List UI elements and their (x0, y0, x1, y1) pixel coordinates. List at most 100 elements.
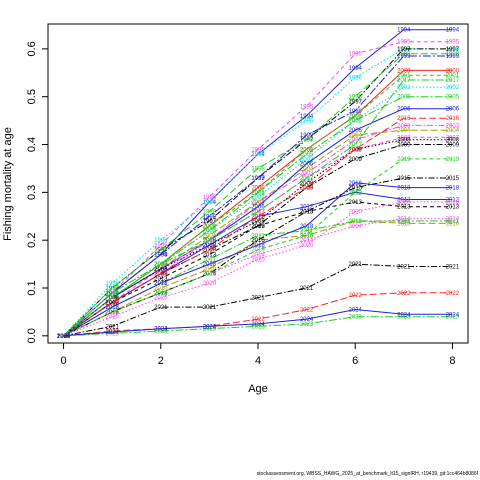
point-label: 2014 (397, 217, 411, 223)
series-2007: 2007 2007 2007 2007 2007 2007 2007 2007 2007 (57, 135, 460, 339)
point-label: 2011 (397, 219, 411, 225)
point-label: 2012 (203, 243, 217, 249)
point-label: 2008 (397, 138, 411, 144)
point-label: 2007 (251, 210, 265, 216)
point-label: 2019 (57, 334, 71, 340)
point-label: 2016 (57, 334, 71, 340)
series-line (63, 308, 453, 337)
point-label: 2012 (300, 205, 314, 211)
point-label: 2013 (349, 200, 363, 206)
point-label: 2013 (57, 334, 71, 340)
point-label: 2022 (349, 293, 363, 299)
point-label: 2021 (203, 305, 217, 311)
point-label: 1996 (57, 334, 71, 340)
point-label: 2009 (154, 272, 168, 278)
point-label: 2014 (251, 253, 265, 259)
point-label: 2023 (203, 327, 217, 333)
point-label: 1997 (446, 47, 460, 53)
series-2019: 2019 2019 2019 2019 2019 2019 2019 2019 2019 (57, 157, 460, 340)
point-label: 2013 (251, 224, 265, 230)
point-label: 2011 (57, 334, 71, 340)
point-label: 2012 (106, 300, 120, 306)
point-label: 2011 (106, 305, 120, 311)
point-label: 2021 (397, 265, 411, 271)
point-label: 2001 (106, 296, 120, 302)
point-label: 2018 (446, 186, 460, 192)
point-label: 2022 (251, 317, 265, 323)
point-label: 1995 (446, 40, 460, 46)
point-label: 2012 (154, 272, 168, 278)
point-label: 1994 (106, 291, 120, 297)
point-label: 2008 (349, 147, 363, 153)
point-label: 2015 (57, 334, 71, 340)
point-label: 2011 (300, 229, 314, 235)
point-label: 2024 (397, 312, 411, 318)
point-label: 2002 (251, 195, 265, 201)
point-label: 2002 (57, 334, 71, 340)
point-label: 2024 (251, 322, 265, 328)
point-label: 2014 (106, 310, 120, 316)
series-line (63, 263, 453, 337)
point-label: 2010 (203, 267, 217, 273)
point-label: 2000 (154, 262, 168, 268)
point-label: 2015 (300, 210, 314, 216)
point-label: 2023 (446, 315, 460, 321)
point-label: 2007 (57, 334, 71, 340)
point-label: 2018 (300, 224, 314, 230)
point-label: 2003 (300, 171, 314, 177)
point-label: 2020 (203, 281, 217, 287)
point-label: 2022 (446, 291, 460, 297)
series-2020: 2020 2020 2020 2020 2020 2020 2020 2020 2020 (57, 200, 460, 340)
point-label: 2019 (251, 248, 265, 254)
point-label: 1997 (154, 248, 168, 254)
x-tick-label: 6 (352, 355, 358, 367)
point-label: 2004 (203, 233, 217, 239)
point-label: 1995 (203, 195, 217, 201)
point-label: 2009 (57, 334, 71, 340)
point-label: 1999 (300, 133, 314, 139)
point-label: 2022 (300, 308, 314, 314)
point-label: 2024 (154, 327, 168, 333)
point-label: 2004 (57, 334, 71, 340)
point-label: 2001 (349, 114, 363, 120)
point-label: 2009 (106, 300, 120, 306)
point-label: 2013 (154, 276, 168, 282)
point-label: 1998 (397, 52, 411, 58)
point-label: 2005 (154, 262, 168, 268)
y-tick-label: 0.4 (26, 137, 38, 152)
point-label: 2016 (106, 300, 120, 306)
x-tick-label: 2 (158, 355, 164, 367)
point-label: 2014 (300, 238, 314, 244)
point-label: 2020 (349, 210, 363, 216)
point-label: 1997 (300, 138, 314, 144)
series-1997: 1997 1997 1997 1997 1997 1997 1997 1997 1997 (57, 47, 460, 340)
point-label: 2002 (154, 262, 168, 268)
point-label: 2016 (251, 214, 265, 220)
point-label: 2010 (446, 221, 460, 227)
point-label: 2007 (203, 238, 217, 244)
series-2023: 2023 2023 2023 2023 2023 2023 2023 2023 2023 (57, 315, 460, 340)
point-label: 2009 (349, 157, 363, 163)
point-label: 2006 (203, 238, 217, 244)
point-label: 2023 (349, 315, 363, 321)
series-line (63, 218, 453, 337)
point-label: 1995 (397, 40, 411, 46)
point-label: 2014 (203, 272, 217, 278)
point-label: 2020 (397, 200, 411, 206)
point-label: 1994 (397, 28, 411, 34)
y-tick-label: 0.6 (26, 41, 38, 56)
point-label: 2000 (349, 114, 363, 120)
point-label: 2005 (106, 291, 120, 297)
point-label: 1996 (251, 152, 265, 158)
point-label: 2020 (251, 257, 265, 263)
point-label: 1996 (154, 238, 168, 244)
point-label: 1997 (106, 286, 120, 292)
series-2006: 2006 2006 2006 2006 2006 2006 2006 2006 2006 (57, 107, 460, 340)
point-label: 2010 (251, 238, 265, 244)
point-label: 2024 (57, 334, 71, 340)
point-label: 2017 (300, 176, 314, 182)
x-tick-label: 0 (60, 355, 66, 367)
point-label: 1995 (349, 52, 363, 58)
point-label: 2004 (446, 128, 460, 134)
point-label: 2021 (349, 262, 363, 268)
